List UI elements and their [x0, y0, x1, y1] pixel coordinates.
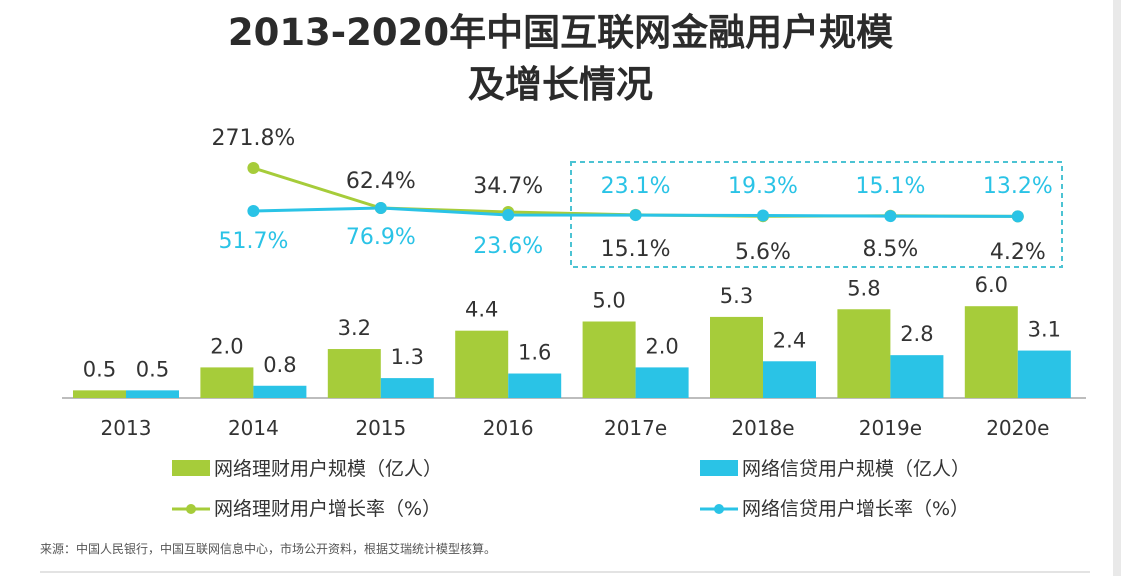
line-label-licai-2017e: 15.1% — [601, 237, 671, 262]
line-label-xindai-2016: 23.6% — [473, 234, 543, 259]
bar-label-xindai-2017e: 2.0 — [645, 334, 678, 358]
bar-licai-2019e — [837, 309, 891, 398]
bar-licai-2014 — [200, 367, 254, 398]
legend-xindai-bar-label: 网络信贷用户规模（亿人） — [742, 458, 971, 480]
bar-label-licai-2019e: 5.8 — [847, 276, 880, 300]
bar-licai-2016 — [455, 330, 509, 398]
legend-licai-bar-label: 网络理财用户规模（亿人） — [214, 458, 443, 480]
line-label-licai-2020e: 4.2% — [990, 240, 1046, 265]
bar-label-xindai-2019e: 2.8 — [900, 322, 933, 346]
point-xindai-2014 — [247, 205, 260, 217]
point-xindai-2018e — [757, 209, 769, 222]
scrollbar-track[interactable] — [1113, 0, 1121, 576]
line-label-xindai-2015: 76.9% — [346, 225, 416, 250]
point-xindai-2020e — [1011, 210, 1024, 223]
x-tick-2020e: 2020e — [986, 416, 1049, 440]
bar-label-xindai-2015: 1.3 — [391, 345, 424, 369]
bar-label-licai-2014: 2.0 — [210, 334, 243, 358]
bar-label-licai-2015: 3.2 — [338, 316, 371, 340]
chart-title-line2: 及增长情况 — [468, 63, 653, 106]
bar-xindai-2017e — [635, 367, 689, 398]
x-tick-2019e: 2019e — [859, 416, 922, 440]
line-label-xindai-2020e: 13.2% — [983, 174, 1053, 199]
bar-label-xindai-2014: 0.8 — [263, 353, 296, 377]
bar-xindai-2016 — [508, 373, 562, 398]
line-label-licai-2018e: 5.6% — [735, 240, 791, 265]
legend-licai-line-swatch — [172, 500, 210, 516]
line-label-licai-2016: 34.7% — [473, 174, 543, 199]
divider — [40, 571, 1090, 573]
legend-xindai-bar-swatch — [700, 459, 738, 476]
point-xindai-2016 — [502, 209, 515, 221]
bar-licai-2020e — [964, 306, 1018, 398]
bar-licai-2017e — [582, 321, 636, 398]
bar-label-licai-2018e: 5.3 — [720, 284, 753, 308]
legend-xindai-bar: 网络信贷用户规模（亿人） — [700, 454, 970, 481]
line-label-xindai-2017e: 23.1% — [601, 174, 671, 199]
x-tick-2013: 2013 — [101, 416, 152, 440]
legend-licai-bar: 网络理财用户规模（亿人） — [172, 454, 442, 481]
point-xindai-2019e — [884, 210, 897, 223]
legend-licai-bar-swatch — [172, 459, 210, 476]
line-label-licai-2015: 62.4% — [346, 169, 416, 194]
x-tick-2016: 2016 — [483, 416, 534, 440]
chart-title-line1: 2013-2020年中国互联网金融用户规模 — [227, 11, 894, 54]
legend-licai-line: 网络理财用户增长率（%） — [172, 494, 441, 521]
forecast-highlight-box — [570, 161, 1063, 268]
point-xindai-2017e — [629, 209, 642, 222]
line-label-xindai-2019e: 15.1% — [855, 174, 925, 199]
bar-xindai-2015 — [380, 378, 434, 398]
bar-licai-2018e — [710, 316, 763, 398]
bar-label-licai-2017e: 5.0 — [592, 289, 625, 313]
legend-licai-line-label: 网络理财用户增长率（%） — [214, 498, 442, 520]
bar-xindai-2014 — [253, 385, 307, 398]
line-label-xindai-2018e: 19.3% — [728, 174, 798, 199]
bar-xindai-2018e — [763, 361, 816, 398]
line-label-xindai-2014: 51.7% — [218, 229, 288, 254]
bar-xindai-2013 — [126, 390, 179, 398]
x-tick-2018e: 2018e — [731, 416, 794, 440]
bar-licai-2013 — [73, 390, 126, 398]
bar-label-licai-2013: 0.5 — [83, 357, 116, 381]
legend-xindai-line-swatch — [700, 500, 738, 516]
point-licai-2014 — [247, 162, 260, 174]
source-note: 来源：中国人民银行，中国互联网信息中心，市场公开资料，根据艾瑞统计模型核算。 — [40, 542, 497, 556]
bar-xindai-2020e — [1017, 350, 1071, 398]
bar-label-xindai-2016: 1.6 — [518, 341, 551, 365]
line-label-licai-2019e: 8.5% — [862, 237, 918, 262]
bar-label-licai-2016: 4.4 — [465, 298, 498, 322]
legend-xindai-line-label: 网络信贷用户增长率（%） — [742, 498, 970, 520]
line-label-licai-2014: 271.8% — [211, 126, 295, 151]
x-tick-2017e: 2017e — [604, 416, 667, 440]
x-tick-2014: 2014 — [228, 416, 279, 440]
bar-licai-2015 — [327, 349, 381, 398]
x-tick-2015: 2015 — [355, 416, 406, 440]
bar-label-xindai-2013: 0.5 — [136, 357, 169, 381]
bar-label-xindai-2020e: 3.1 — [1028, 318, 1061, 342]
point-xindai-2015 — [374, 202, 387, 214]
bar-label-licai-2020e: 6.0 — [975, 273, 1008, 297]
bar-label-xindai-2018e: 2.4 — [773, 328, 806, 352]
legend-xindai-line: 网络信贷用户增长率（%） — [700, 494, 969, 521]
bar-xindai-2019e — [890, 355, 944, 398]
